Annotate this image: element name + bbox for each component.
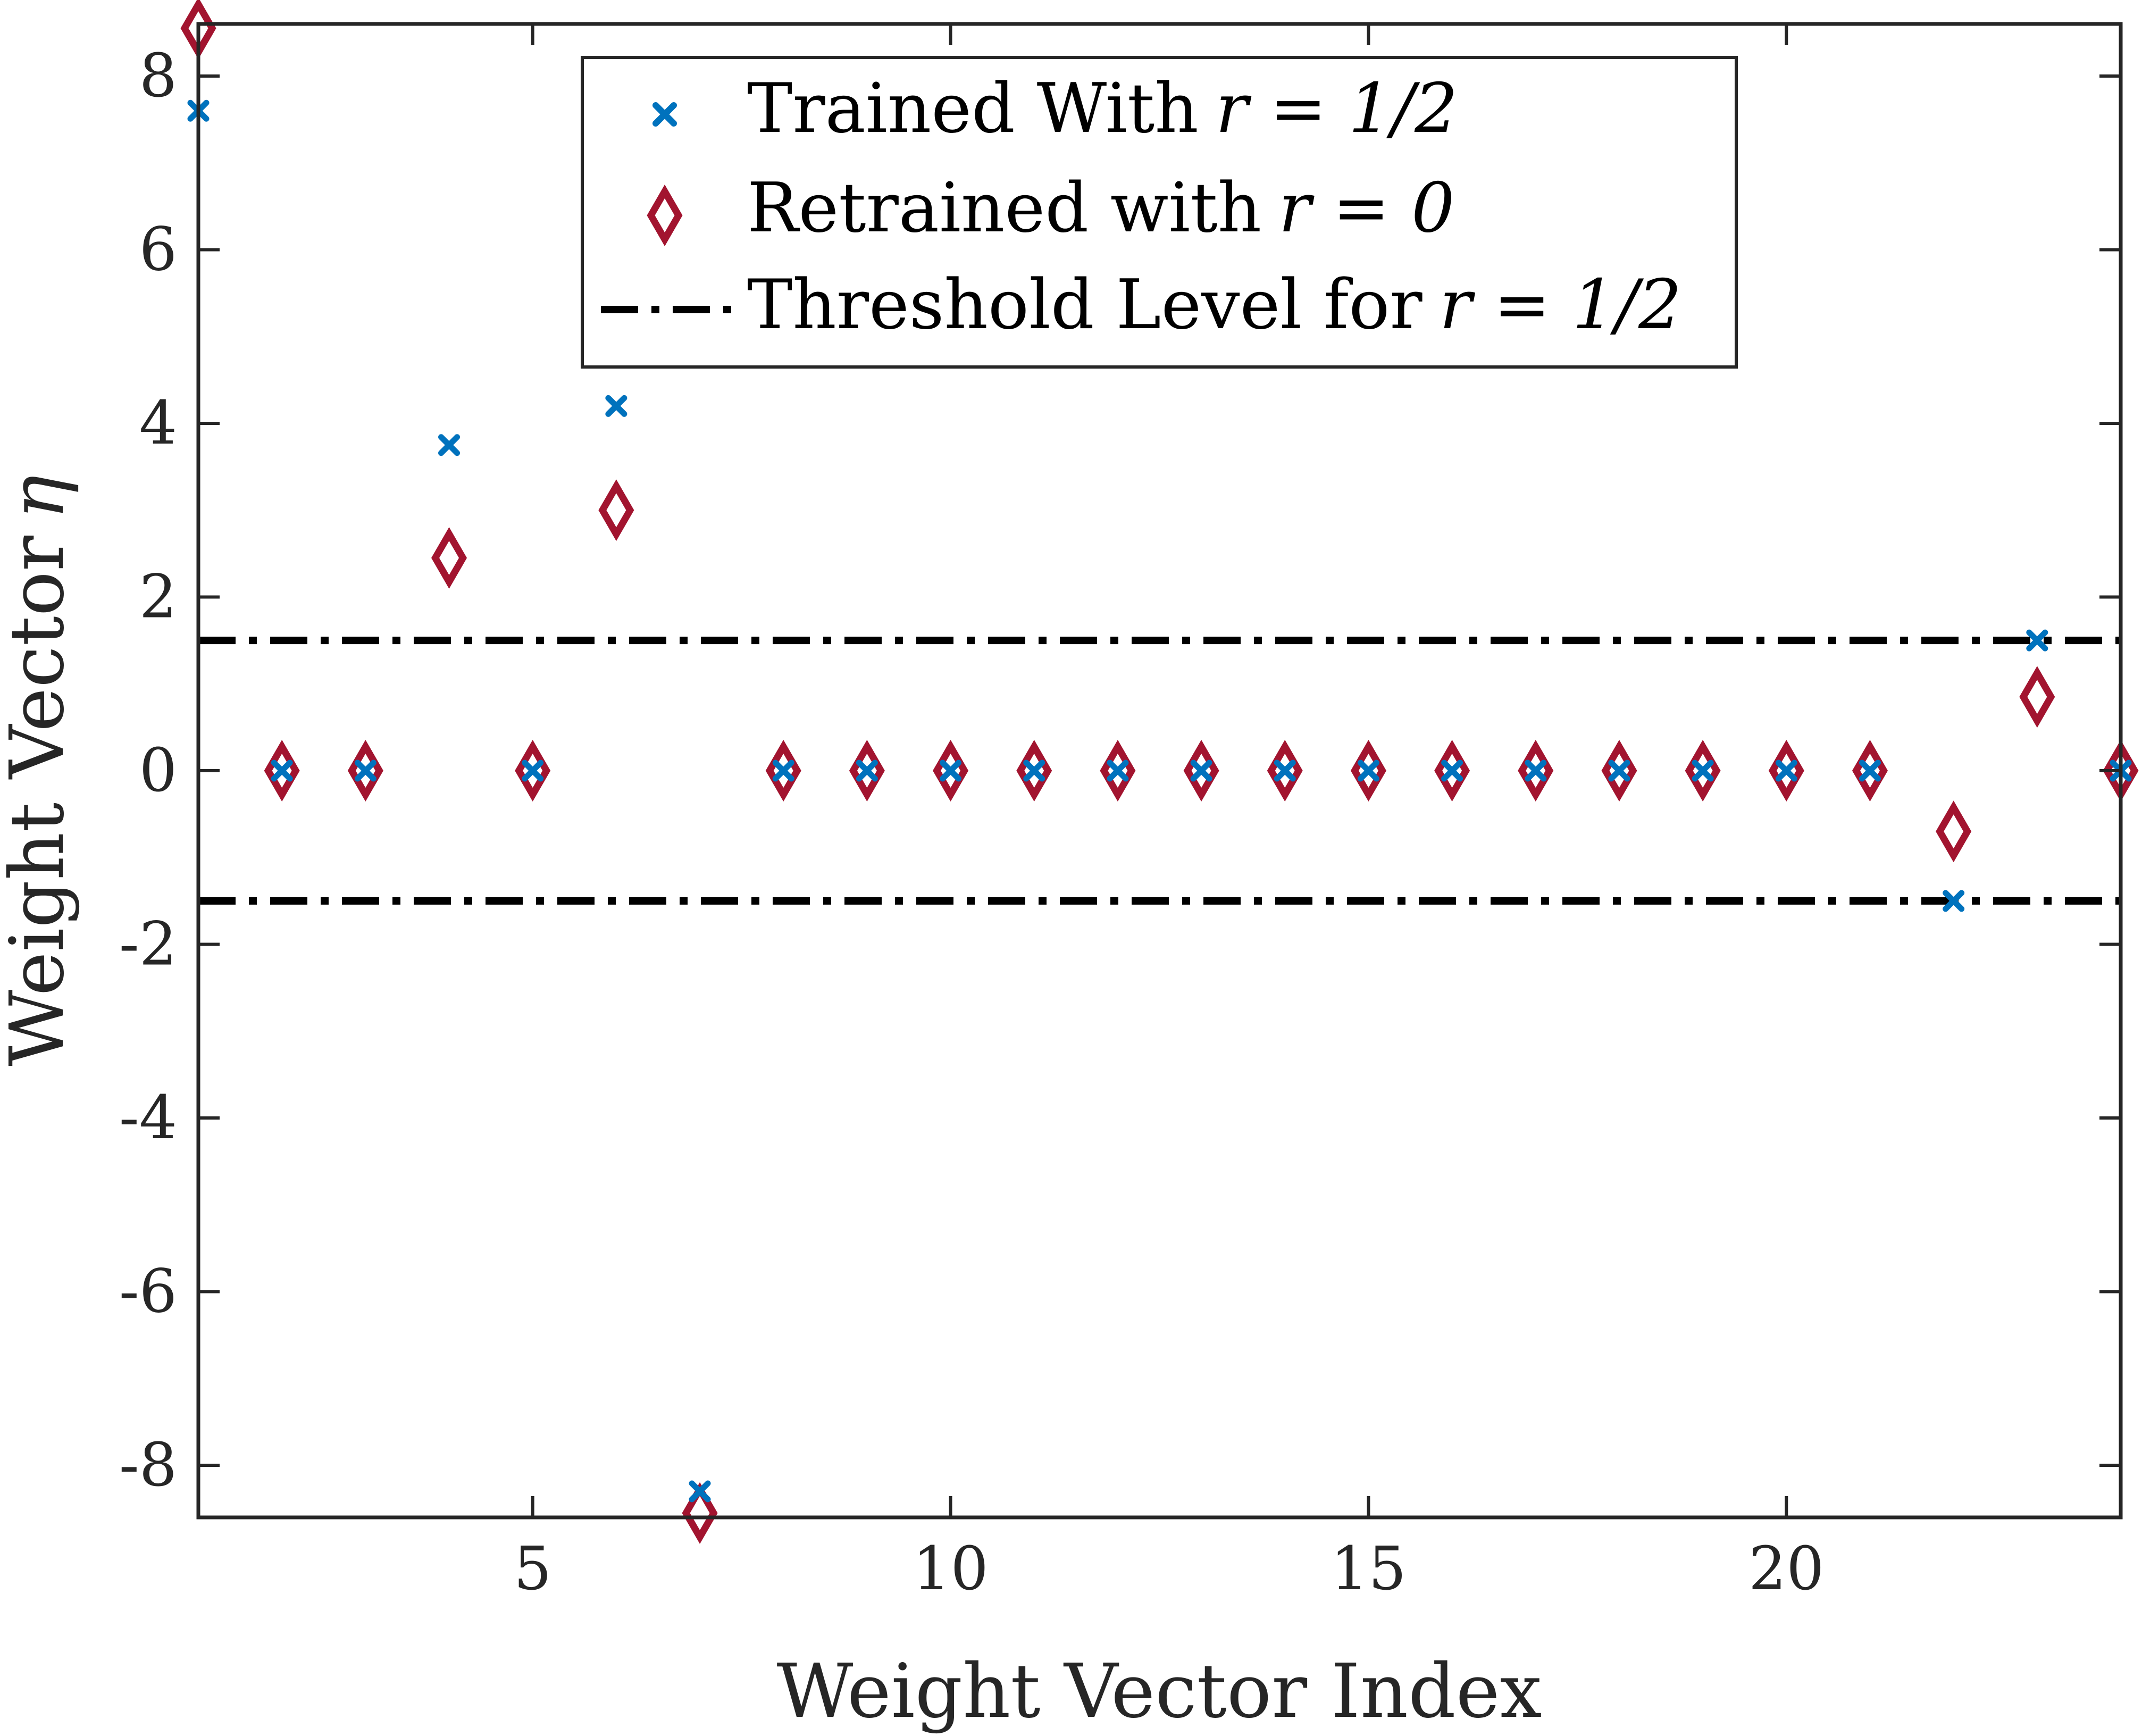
point-trained bbox=[354, 760, 376, 782]
legend-marker-retrained bbox=[647, 185, 683, 246]
x-tick-label: 5 bbox=[514, 1534, 551, 1604]
legend-marker-trained bbox=[652, 102, 677, 127]
y-axis-title: Weight Vectorη bbox=[0, 475, 81, 1066]
point-trained bbox=[689, 1480, 711, 1503]
point-trained bbox=[605, 395, 627, 417]
point-trained bbox=[1943, 890, 1965, 912]
point-trained bbox=[438, 434, 461, 456]
point-trained bbox=[1692, 760, 1714, 782]
point-trained bbox=[856, 760, 878, 782]
point-trained bbox=[1357, 760, 1379, 782]
y-tick-label: -4 bbox=[119, 1083, 177, 1153]
point-trained bbox=[522, 760, 544, 782]
axis-tick-labels: 5 10 15 20 -8 -6 -4 -2 0 2 4 6 8 bbox=[119, 41, 1825, 1604]
x-tick-label: 10 bbox=[913, 1534, 989, 1604]
point-trained bbox=[940, 760, 962, 782]
y-tick-label: 0 bbox=[139, 736, 177, 805]
legend-label-retrained: Retrained with r = 0 bbox=[747, 169, 1454, 248]
legend-label-trained: Trained With r = 1/2 bbox=[747, 69, 1458, 148]
point-trained bbox=[1023, 760, 1045, 782]
point-trained bbox=[1775, 760, 1797, 782]
point-retrained bbox=[1936, 800, 1972, 863]
point-retrained bbox=[2019, 666, 2055, 728]
threshold-lines bbox=[198, 637, 2121, 905]
y-tick-label: 2 bbox=[139, 562, 177, 631]
y-tick-label: 4 bbox=[139, 389, 177, 458]
legend-label-threshold: Threshold Level for r = 1/2 bbox=[747, 265, 1681, 345]
legend: Trained With r = 1/2 Retrained with r = 0 … bbox=[581, 56, 1738, 369]
point-retrained bbox=[431, 527, 467, 589]
axis-ticks bbox=[198, 24, 2121, 1517]
point-trained bbox=[1274, 760, 1296, 782]
point-retrained bbox=[598, 479, 634, 541]
point-trained bbox=[1525, 760, 1547, 782]
point-trained bbox=[1441, 760, 1463, 782]
point-trained bbox=[1859, 760, 1881, 782]
point-trained bbox=[1107, 760, 1129, 782]
legend-box bbox=[581, 56, 1738, 369]
y-tick-label: -6 bbox=[119, 1257, 177, 1326]
x-axis-title: Weight Vector Index bbox=[776, 1648, 1542, 1735]
point-trained bbox=[2026, 629, 2048, 652]
y-tick-label: -8 bbox=[119, 1431, 177, 1500]
x-tick-label: 20 bbox=[1748, 1534, 1825, 1604]
y-tick-label: -2 bbox=[119, 910, 177, 979]
y-tick-label: 6 bbox=[139, 215, 177, 284]
y-tick-label: 8 bbox=[139, 41, 177, 111]
point-trained bbox=[1608, 760, 1630, 782]
point-trained bbox=[1190, 760, 1212, 782]
point-trained bbox=[271, 760, 293, 782]
point-trained bbox=[772, 760, 794, 782]
x-tick-label: 15 bbox=[1331, 1534, 1407, 1604]
